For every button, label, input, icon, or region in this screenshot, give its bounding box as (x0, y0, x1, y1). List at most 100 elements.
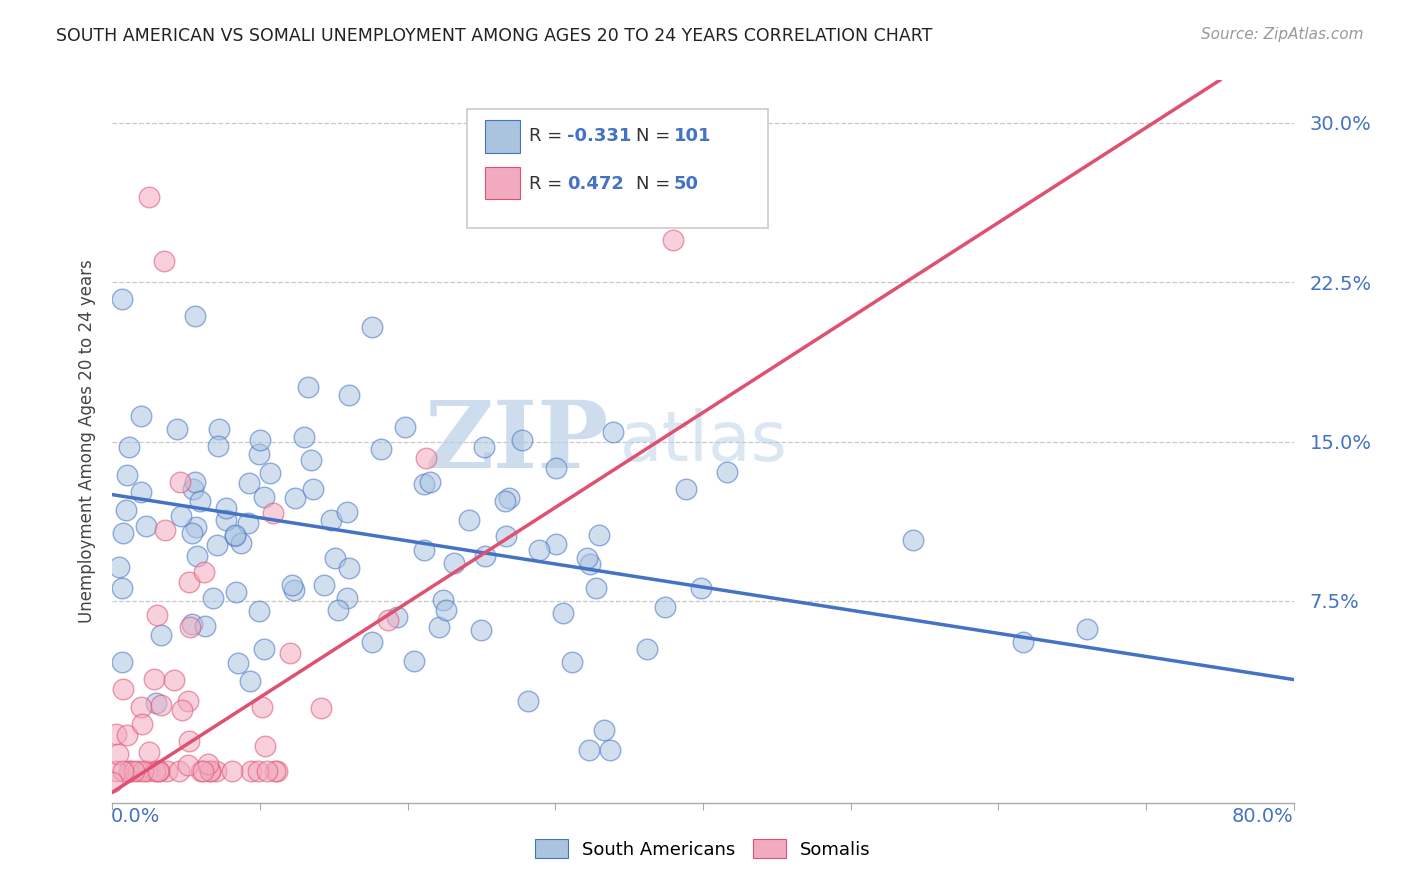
Text: 50: 50 (673, 175, 699, 193)
Point (115, 468, 138, 483)
Point (527, 543, 550, 558)
Point (177, 693, 200, 707)
Point (326, 603, 349, 617)
Point (135, 519, 157, 533)
Point (588, 528, 610, 542)
Point (104, 764, 127, 778)
Point (145, 696, 167, 710)
Point (249, 434, 271, 448)
Point (337, 388, 360, 402)
Point (127, 764, 149, 778)
Point (283, 582, 305, 597)
Point (309, 700, 332, 714)
Point (183, 475, 205, 489)
Point (325, 550, 347, 565)
Point (132, 764, 155, 778)
Point (108, 560, 131, 574)
Point (254, 739, 277, 753)
Point (129, 409, 152, 423)
Point (112, 681, 135, 696)
Point (215, 513, 238, 527)
Point (654, 600, 676, 615)
Point (360, 320, 382, 334)
Point (111, 581, 134, 595)
Point (146, 608, 169, 623)
Point (117, 728, 138, 742)
Point (495, 528, 517, 542)
Point (302, 482, 325, 496)
Point (229, 536, 252, 550)
Point (215, 500, 238, 515)
Point (434, 603, 457, 617)
Point (427, 620, 450, 634)
Point (169, 475, 191, 490)
Point (689, 581, 711, 595)
Text: R =: R = (530, 127, 562, 145)
Point (131, 485, 153, 500)
Point (184, 309, 207, 323)
Point (457, 513, 479, 527)
Point (432, 592, 454, 607)
Point (138, 745, 160, 759)
Y-axis label: Unemployment Among Ages 20 to 24 years: Unemployment Among Ages 20 to 24 years (77, 260, 96, 624)
Point (181, 617, 204, 632)
Point (198, 764, 221, 778)
Point (250, 700, 273, 714)
Point (443, 556, 465, 570)
Bar (485, 167, 520, 200)
Text: N =: N = (636, 175, 669, 193)
Text: N =: N = (636, 127, 669, 145)
Point (370, 442, 392, 456)
Point (546, 460, 568, 475)
Point (101, 774, 124, 789)
Point (202, 591, 225, 605)
Point (193, 565, 215, 579)
Point (253, 642, 276, 657)
Point (224, 528, 246, 542)
Point (186, 549, 208, 563)
Point (284, 491, 307, 505)
Point (111, 655, 134, 669)
Point (517, 694, 540, 708)
Point (253, 491, 276, 505)
Point (377, 613, 399, 627)
Text: 0.472: 0.472 (567, 175, 624, 193)
Point (170, 509, 193, 524)
Point (263, 764, 285, 778)
Point (111, 292, 134, 306)
Point (544, 537, 567, 551)
Point (1076, 622, 1098, 636)
Point (156, 764, 179, 778)
Point (224, 528, 246, 542)
Point (292, 430, 315, 444)
Point (148, 764, 170, 778)
Point (297, 380, 319, 394)
Point (149, 627, 172, 641)
Point (118, 440, 141, 454)
Point (675, 482, 697, 496)
Point (339, 561, 361, 575)
Point (412, 543, 434, 558)
Point (278, 646, 301, 660)
Point (262, 506, 284, 520)
Point (239, 674, 262, 689)
Point (143, 764, 166, 778)
Point (120, 764, 142, 778)
Point (200, 764, 222, 778)
Point (236, 516, 259, 530)
Point (205, 538, 228, 552)
Point (418, 475, 440, 490)
Point (208, 422, 231, 436)
Point (107, 747, 129, 761)
Text: Source: ZipAtlas.com: Source: ZipAtlas.com (1201, 27, 1364, 42)
Point (131, 717, 153, 731)
Point (221, 764, 243, 778)
Point (1011, 635, 1033, 649)
Legend: South Americans, Somalis: South Americans, Somalis (527, 832, 879, 866)
Point (585, 581, 607, 595)
Point (494, 494, 516, 508)
Point (415, 450, 437, 465)
Point (124, 764, 146, 778)
Text: 0.0%: 0.0% (111, 807, 160, 826)
Point (903, 533, 925, 547)
